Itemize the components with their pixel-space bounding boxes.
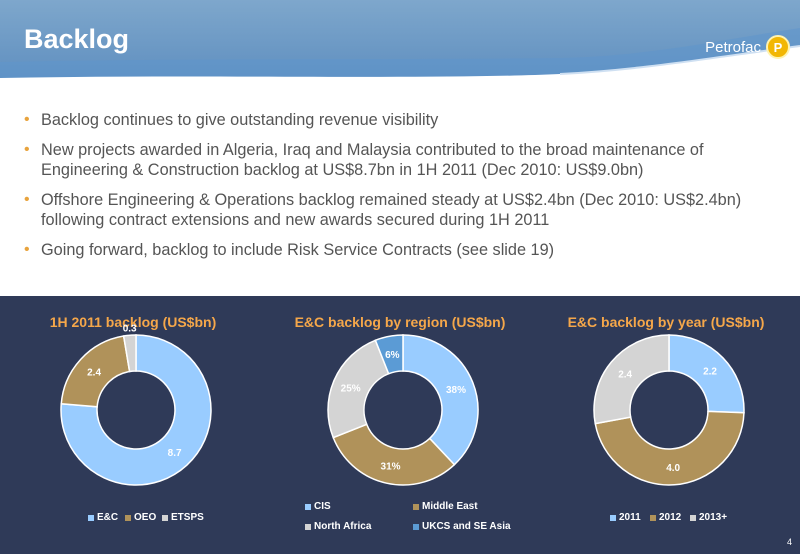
legend-label: 2012 <box>659 512 682 523</box>
legend-swatch <box>305 523 311 530</box>
legend-item: CIS <box>305 501 331 512</box>
donut-slice-e-c <box>60 334 212 486</box>
legend-swatch <box>413 523 419 530</box>
page-title: Backlog <box>24 24 130 54</box>
legend-item: North Africa <box>305 521 371 532</box>
donut-slice-ukcs-and-se-asia <box>374 334 404 375</box>
donut-chart-svg: 38% 31% 25% 6% <box>327 334 479 486</box>
legend-swatch <box>650 514 656 521</box>
legend-label: E&C <box>97 512 119 523</box>
brand-name: Petrofac <box>705 38 761 56</box>
legend-item: 2013+ <box>690 512 727 523</box>
donut-chart-svg: 2.2 4.0 2.4 <box>593 334 745 486</box>
legend-item: OEO <box>125 512 156 523</box>
donut-slice-middle-east <box>332 423 456 486</box>
data-label: 31% <box>381 462 401 473</box>
legend-item: Middle East <box>413 501 478 512</box>
header-banner: Backlog Petrofac P <box>0 0 800 92</box>
legend-label: ETSPS <box>171 512 204 523</box>
legend-swatch <box>305 503 311 510</box>
chart-backlog-by-year: E&C backlog by year (US$bn) 2.2 4.0 2.4 201… <box>533 296 799 554</box>
legend-label: North Africa <box>314 521 372 532</box>
legend-swatch <box>413 503 419 510</box>
bullet-list: Backlog continues to give outstanding re… <box>24 110 784 270</box>
legend-swatch <box>690 514 696 521</box>
bullet-item: New projects awarded in Algeria, Iraq an… <box>24 140 784 180</box>
legend-label: 2011 <box>619 512 641 523</box>
data-label: 2.2 <box>703 366 717 377</box>
legend-item: 2011 <box>610 512 641 523</box>
data-label: 25% <box>341 383 361 394</box>
bullet-item: Going forward, backlog to include Risk S… <box>24 240 784 260</box>
donut-slice-cis <box>402 334 479 466</box>
legend-label: Middle East <box>422 501 478 512</box>
data-label: 4.0 <box>666 463 680 474</box>
page-number: 4 <box>786 537 792 547</box>
legend-swatch <box>125 514 131 521</box>
chart-title: E&C backlog by region (US$bn) <box>294 314 506 330</box>
legend-label: 2013+ <box>699 512 728 523</box>
chart-title: E&C backlog by year (US$bn) <box>567 314 765 330</box>
chart-title: 1H 2011 backlog (US$bn) <box>49 314 217 330</box>
legend-swatch <box>610 514 616 521</box>
legend-item: ETSPS <box>162 512 204 523</box>
legend-swatch <box>88 514 94 521</box>
legend-label: UKCS and SE Asia <box>422 521 511 532</box>
donut-slice-north-africa <box>327 339 390 439</box>
donut-slice-2012 <box>594 410 745 486</box>
data-label: 6% <box>385 350 400 361</box>
petrofac-logo-icon: P <box>766 35 790 59</box>
legend-item: UKCS and SE Asia <box>413 521 511 532</box>
brand-logo-group: Petrofac P <box>705 35 790 59</box>
donut-slice-etsps <box>122 334 137 373</box>
data-label: 2.4 <box>618 370 632 381</box>
data-label: 0.3 <box>123 323 137 334</box>
chart-backlog-by-region: E&C backlog by region (US$bn) 38% 31% 25% 6… <box>267 296 533 554</box>
legend-label: OEO <box>134 512 157 523</box>
data-label: 38% <box>446 385 466 396</box>
legend-item: 2012 <box>650 512 681 523</box>
data-label: 8.7 <box>168 448 182 459</box>
charts-panel: 1H 2011 backlog (US$bn) 8.7 2.4 0.3 E&C OEO E… <box>0 296 800 554</box>
data-label: 2.4 <box>87 367 101 378</box>
legend-item: E&C <box>88 512 118 523</box>
legend-label: CIS <box>314 501 331 512</box>
donut-slice-2013- <box>593 334 670 425</box>
chart-backlog-1h2011: 1H 2011 backlog (US$bn) 8.7 2.4 0.3 E&C OEO E… <box>0 296 266 554</box>
donut-chart-svg: 8.7 2.4 0.3 <box>60 323 212 486</box>
bullet-item: Backlog continues to give outstanding re… <box>24 110 784 130</box>
bullet-item: Offshore Engineering & Operations backlo… <box>24 190 784 230</box>
legend-swatch <box>162 514 168 521</box>
